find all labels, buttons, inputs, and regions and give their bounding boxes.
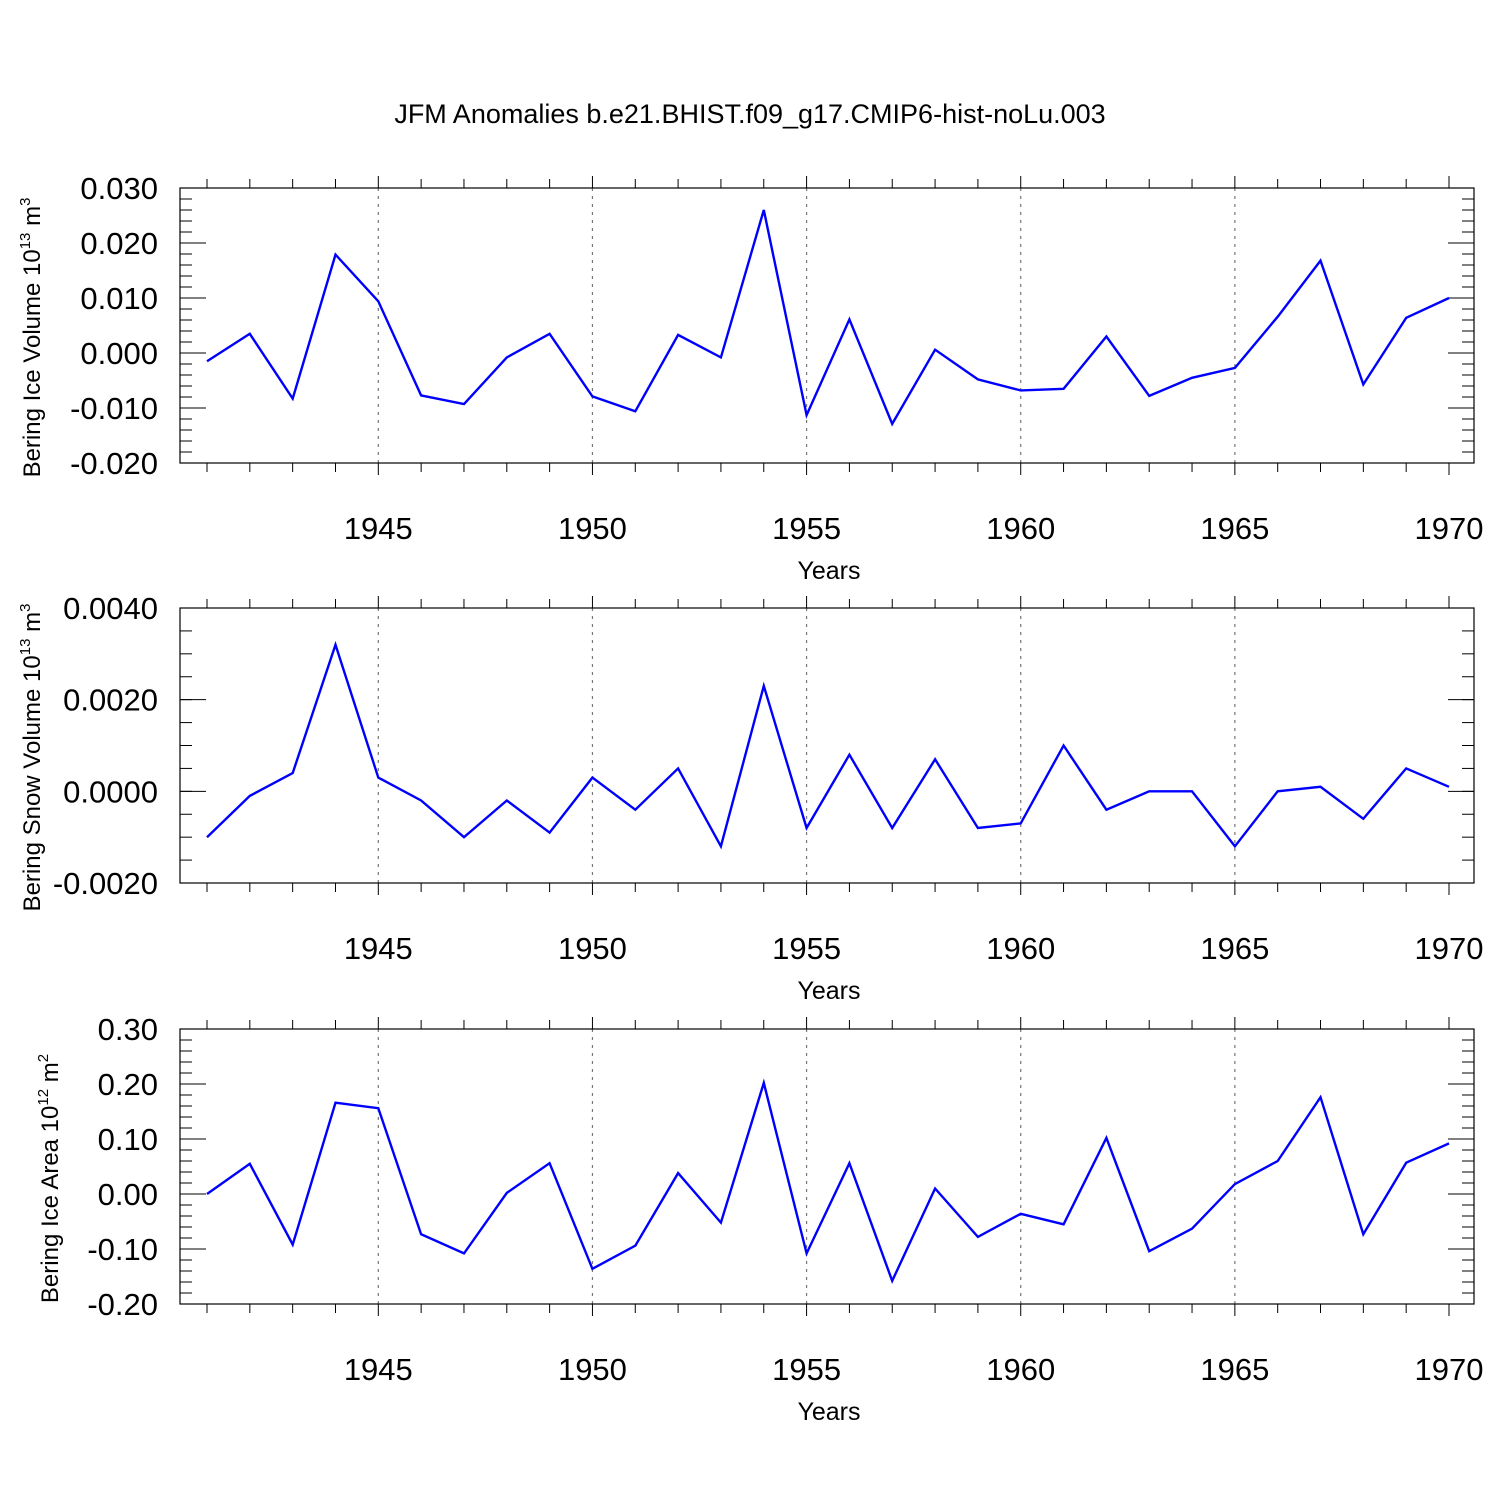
y-tick-label: 0.0040: [63, 591, 158, 626]
chart-panel-3: -0.20 -0.10 0.00 0.10 0.20 0.30 1945 1950 1955 19…: [35, 1012, 1483, 1426]
series-line-bering-ice-volume: [206, 209, 1450, 427]
y-tick-label: 0.000: [80, 336, 158, 371]
x-tick-label: 1970: [1415, 511, 1484, 546]
x-tick-label: 1955: [772, 1352, 841, 1387]
x-axis-label: Years: [797, 1398, 860, 1426]
x-tick-label: 1970: [1415, 931, 1484, 966]
y-axis-label: Bering Ice Area 1012 m2: [35, 1054, 64, 1303]
y-tick-label: 0.030: [80, 171, 158, 206]
x-axis-label: Years: [797, 977, 860, 1005]
x-tick-label: 1965: [1200, 511, 1269, 546]
x-tick-label: 1955: [772, 511, 841, 546]
figure-title: JFM Anomalies b.e21.BHIST.f09_g17.CMIP6-…: [394, 99, 1105, 129]
y-tick-label: -0.020: [70, 446, 158, 481]
plot-frame: [179, 1028, 1475, 1305]
y-tick-label: 0.0020: [63, 683, 158, 718]
plot-frame: [179, 187, 1475, 464]
y-tick-label: 0.00: [98, 1177, 158, 1212]
y-tick-label: -0.0020: [53, 866, 158, 901]
x-tick-label: 1960: [986, 1352, 1055, 1387]
x-tick-label: 1950: [558, 1352, 627, 1387]
y-tick-label: 0.0000: [63, 774, 158, 809]
x-tick-label: 1945: [344, 1352, 413, 1387]
x-tick-label: 1960: [986, 511, 1055, 546]
y-axis-label: Bering Ice Volume 1013 m3: [17, 198, 46, 478]
plot-frame: [179, 607, 1475, 884]
x-tick-label: 1965: [1200, 931, 1269, 966]
y-tick-label: 0.10: [98, 1122, 158, 1157]
x-tick-label: 1955: [772, 931, 841, 966]
x-axis-label: Years: [797, 557, 860, 585]
x-tick-label: 1965: [1200, 1352, 1269, 1387]
y-axis-label: Bering Snow Volume 1013 m3: [17, 604, 46, 912]
y-tick-label: 0.020: [80, 226, 158, 261]
y-tick-label: -0.10: [87, 1232, 158, 1267]
y-tick-label: 0.20: [98, 1067, 158, 1102]
x-tick-label: 1950: [558, 931, 627, 966]
y-tick-label: 0.010: [80, 281, 158, 316]
x-tick-label: 1945: [344, 931, 413, 966]
x-tick-label: 1945: [344, 511, 413, 546]
y-tick-label: 0.30: [98, 1012, 158, 1047]
x-tick-label: 1970: [1415, 1352, 1484, 1387]
panels: -0.020 -0.010 0.000 0.010 0.020 0.030 1945 1950…: [17, 171, 1483, 1426]
series-line-bering-ice-area: [206, 1078, 1450, 1285]
chart-panel-1: -0.020 -0.010 0.000 0.010 0.020 0.030 1945 1950…: [17, 171, 1483, 585]
y-tick-label: -0.010: [70, 391, 158, 426]
x-tick-label: 1960: [986, 931, 1055, 966]
y-tick-label: -0.20: [87, 1287, 158, 1322]
x-tick-label: 1950: [558, 511, 627, 546]
chart-panel-2: -0.0020 0.0000 0.0020 0.0040 1945 1950 1955 196…: [17, 591, 1483, 1005]
series-line-bering-snow-volume: [206, 640, 1450, 850]
